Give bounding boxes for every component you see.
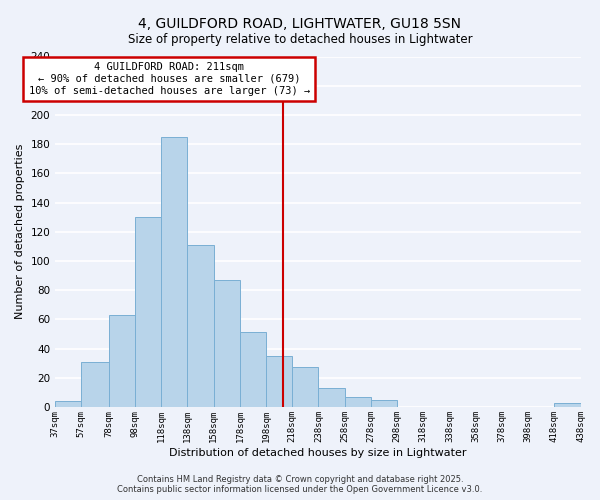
X-axis label: Distribution of detached houses by size in Lightwater: Distribution of detached houses by size … <box>169 448 467 458</box>
Bar <box>292 368 319 407</box>
Bar <box>344 396 371 407</box>
Bar <box>319 388 344 407</box>
Bar <box>135 217 161 407</box>
Bar <box>554 402 581 407</box>
Bar <box>82 362 109 407</box>
Bar <box>55 401 82 407</box>
Text: 4 GUILDFORD ROAD: 211sqm
← 90% of detached houses are smaller (679)
10% of semi-: 4 GUILDFORD ROAD: 211sqm ← 90% of detach… <box>29 62 310 96</box>
Bar <box>266 356 292 407</box>
Bar <box>240 332 266 407</box>
Text: Size of property relative to detached houses in Lightwater: Size of property relative to detached ho… <box>128 32 472 46</box>
Y-axis label: Number of detached properties: Number of detached properties <box>15 144 25 320</box>
Bar <box>109 315 135 407</box>
Bar <box>187 245 214 407</box>
Bar <box>214 280 240 407</box>
Text: 4, GUILDFORD ROAD, LIGHTWATER, GU18 5SN: 4, GUILDFORD ROAD, LIGHTWATER, GU18 5SN <box>139 18 461 32</box>
Bar <box>371 400 397 407</box>
Text: Contains HM Land Registry data © Crown copyright and database right 2025.
Contai: Contains HM Land Registry data © Crown c… <box>118 474 482 494</box>
Bar <box>161 137 187 407</box>
